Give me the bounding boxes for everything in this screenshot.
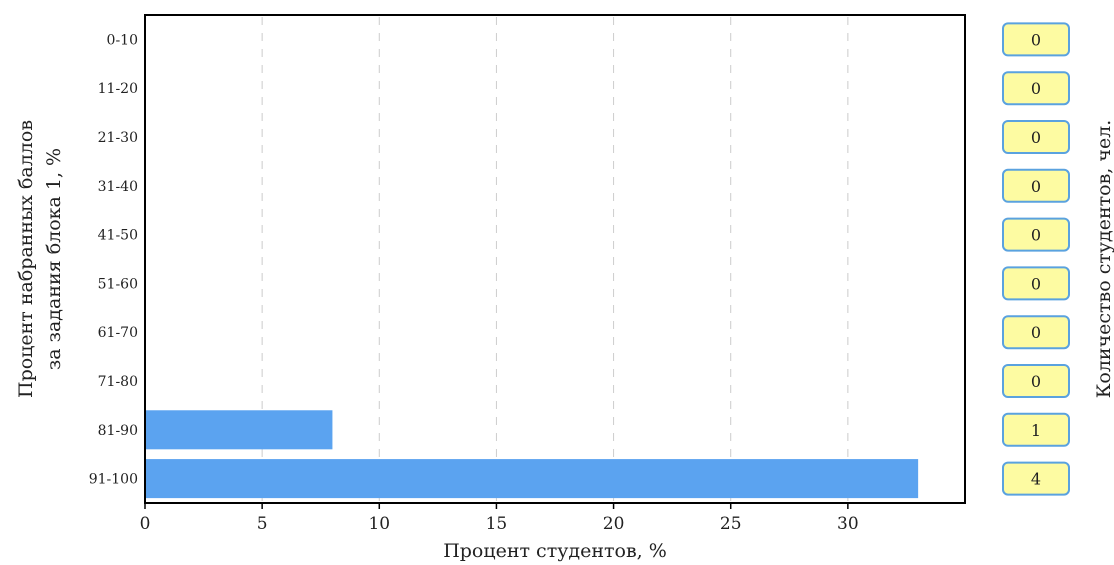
y-tick-label: 21-30 bbox=[98, 130, 138, 146]
count-badge bbox=[1002, 412, 1070, 447]
bars bbox=[146, 410, 919, 499]
x-tick-label: 25 bbox=[720, 514, 742, 534]
x-tick-label: 30 bbox=[837, 514, 859, 534]
y-tick-label: 51-60 bbox=[98, 276, 138, 292]
right-axis-title: Количество студентов, чел. bbox=[1093, 120, 1114, 399]
y-tick-label: 0-10 bbox=[107, 32, 138, 48]
count-value: 0 bbox=[1031, 177, 1041, 196]
y-tick-label: 81-90 bbox=[98, 423, 138, 439]
count-badge bbox=[1002, 266, 1070, 301]
count-value: 4 bbox=[1031, 470, 1041, 489]
count-badge bbox=[1002, 168, 1070, 203]
bar bbox=[146, 459, 919, 499]
count-value: 0 bbox=[1031, 128, 1041, 147]
grid-lines bbox=[261, 17, 849, 501]
y-tick-labels: 0-10 11-20 21-30 31-40 41-50 51-60 61-70 71-80 8… bbox=[89, 32, 138, 487]
x-tick-label: 15 bbox=[486, 514, 508, 534]
count-value: 0 bbox=[1031, 372, 1041, 391]
y-tick-label: 71-80 bbox=[98, 374, 138, 390]
count-badge bbox=[1002, 364, 1070, 398]
x-tick-label: 10 bbox=[368, 514, 390, 534]
y-tick-label: 11-20 bbox=[98, 81, 138, 97]
count-value: 0 bbox=[1031, 274, 1041, 293]
count-badge bbox=[1002, 22, 1070, 57]
count-badge bbox=[1002, 217, 1070, 252]
count-value: 0 bbox=[1031, 30, 1041, 49]
count-value: 0 bbox=[1031, 226, 1041, 245]
x-tick-label: 5 bbox=[257, 514, 268, 534]
x-tick-label: 20 bbox=[603, 514, 625, 534]
y-tick-label: 31-40 bbox=[98, 179, 138, 195]
y-tick-label: 91-100 bbox=[89, 472, 138, 488]
bar bbox=[146, 410, 333, 450]
y-axis-title-line-2: за задания блока 1, % bbox=[43, 148, 65, 370]
x-axis-title: Процент студентов, % bbox=[443, 540, 667, 562]
x-tick-labels: 0 5 10 15 20 25 30 bbox=[140, 503, 859, 534]
y-tick-label: 61-70 bbox=[98, 325, 138, 341]
y-tick-label: 41-50 bbox=[98, 228, 138, 244]
count-badge bbox=[1002, 315, 1070, 350]
count-value: 0 bbox=[1031, 79, 1041, 98]
count-badge bbox=[1002, 120, 1070, 154]
count-badge bbox=[1002, 461, 1070, 496]
count-badge bbox=[1002, 71, 1070, 106]
count-badges: 0 0 0 0 0 0 0 0 1 4 bbox=[1002, 22, 1070, 496]
y-axis-title-line-1: Процент набранных баллов bbox=[15, 120, 37, 398]
plot-frame bbox=[144, 14, 966, 504]
count-value: 1 bbox=[1031, 421, 1041, 440]
x-tick-label: 0 bbox=[140, 514, 151, 534]
count-value: 0 bbox=[1031, 323, 1041, 342]
